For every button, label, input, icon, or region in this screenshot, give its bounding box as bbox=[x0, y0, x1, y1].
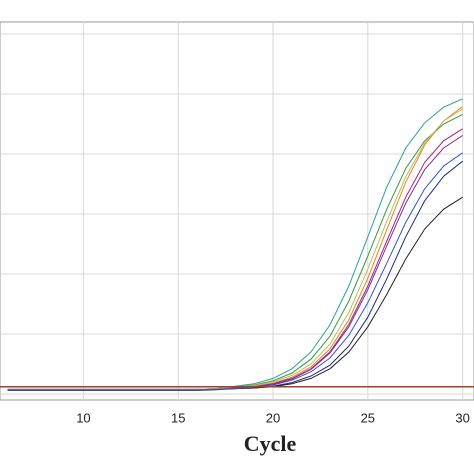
x-tick-label: 15 bbox=[171, 410, 185, 425]
x-tick-label: 20 bbox=[266, 410, 280, 425]
x-tick-label: 25 bbox=[361, 410, 375, 425]
x-tick-label: 10 bbox=[76, 410, 90, 425]
amplification-curve bbox=[7, 152, 463, 391]
x-tick-label: 30 bbox=[455, 410, 469, 425]
x-axis-label: Cycle bbox=[244, 431, 297, 456]
plot-area bbox=[0, 21, 474, 401]
